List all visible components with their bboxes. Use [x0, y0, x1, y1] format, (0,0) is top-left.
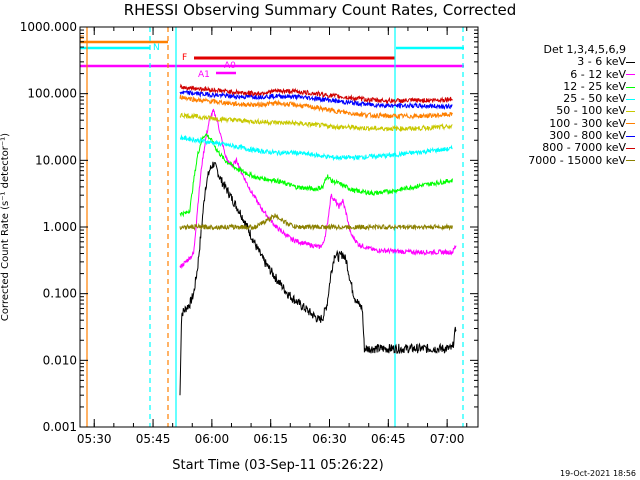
- series-line-6: [179, 89, 453, 110]
- series-layer: [179, 83, 457, 396]
- chart-title: RHESSI Observing Summary Count Rates, Co…: [123, 1, 517, 19]
- legend-label: 100 - 300 keV: [549, 116, 626, 130]
- y-tick-label: 1000.000: [20, 20, 77, 34]
- legend-swatch: [626, 111, 635, 113]
- series-line-5: [179, 94, 453, 120]
- x-tick-label: 05:45: [136, 432, 171, 446]
- legend-swatch: [626, 148, 635, 150]
- series-line-7: [179, 83, 453, 105]
- y-tick-label: 10.000: [35, 153, 77, 167]
- annotation-label-f: F: [182, 53, 187, 63]
- x-tick-label: 06:15: [253, 432, 288, 446]
- legend-item: 3 - 6 keV: [487, 55, 635, 69]
- series-line-1: [179, 108, 457, 270]
- x-tick-label: 06:00: [195, 432, 230, 446]
- series-line-0: [179, 161, 457, 396]
- annotation-label-a1: A1: [198, 70, 210, 80]
- series-line-2: [179, 133, 453, 218]
- legend-label: 6 - 12 keV: [570, 67, 626, 81]
- legend-swatch: [626, 74, 635, 76]
- legend-item: 6 - 12 keV: [487, 67, 635, 81]
- y-tick-label: 1.000: [43, 220, 77, 234]
- series-line-8: [179, 213, 453, 232]
- legend-item: 7000 - 15000 keV: [487, 153, 635, 167]
- x-tick-label: 06:45: [371, 432, 406, 446]
- legend-label: 300 - 800 keV: [549, 129, 626, 143]
- y-tick-label: 100.000: [27, 87, 77, 101]
- annotation-label-a0: A0: [224, 61, 236, 71]
- legend-swatch: [626, 160, 635, 162]
- footer-timestamp: 19-Oct-2021 18:56: [560, 469, 636, 478]
- chart-legend: Det 1,3,4,5,6,9 3 - 6 keV 6 - 12 keV 12 - …: [487, 43, 635, 167]
- axes-layer: 0.001 0.010 0.100 1.000 10.000 100.000 1000.00…: [20, 20, 479, 446]
- y-axis-label: Corrected Count Rate (s⁻¹ detector⁻¹): [0, 133, 11, 321]
- legend-item: 25 - 50 keV: [487, 92, 635, 106]
- legend-label: 3 - 6 keV: [577, 55, 626, 69]
- legend-header: Det 1,3,4,5,6,9: [543, 43, 626, 56]
- legend-label: 25 - 50 keV: [563, 92, 626, 106]
- legend-label: 12 - 25 keV: [563, 79, 626, 93]
- legend-swatch: [626, 61, 635, 63]
- series-line-4: [179, 112, 453, 133]
- legend-item: 12 - 25 keV: [487, 79, 635, 93]
- legend-swatch: [626, 86, 635, 88]
- x-tick-label: 05:30: [77, 432, 112, 446]
- annotation-label-e: E: [79, 35, 85, 45]
- legend-item: 100 - 300 keV: [487, 116, 635, 130]
- legend-item: 300 - 800 keV: [487, 129, 635, 143]
- y-tick-label: 0.010: [43, 353, 77, 367]
- legend-item: 800 - 7000 keV: [487, 142, 635, 154]
- legend-label: 50 - 100 keV: [556, 104, 626, 118]
- y-tick-label: 0.100: [43, 287, 77, 301]
- y-tick-label: 0.001: [43, 420, 77, 434]
- legend-swatch: [626, 123, 635, 125]
- x-tick-label: 06:30: [312, 432, 347, 446]
- series-line-3: [179, 134, 453, 162]
- legend-rows: 3 - 6 keV 6 - 12 keV 12 - 25 keV 25 - 50 ke…: [487, 55, 635, 167]
- x-tick-label: 07:00: [430, 432, 465, 446]
- legend-swatch: [626, 135, 635, 137]
- x-axis-label: Start Time (03-Sep-11 05:26:22): [172, 458, 383, 473]
- legend-swatch: [626, 98, 635, 100]
- legend-label: 800 - 7000 keV: [542, 141, 626, 155]
- legend-label: 7000 - 15000 keV: [528, 153, 626, 167]
- legend-item: 50 - 100 keV: [487, 105, 635, 117]
- annotation-label-n: N: [153, 43, 160, 53]
